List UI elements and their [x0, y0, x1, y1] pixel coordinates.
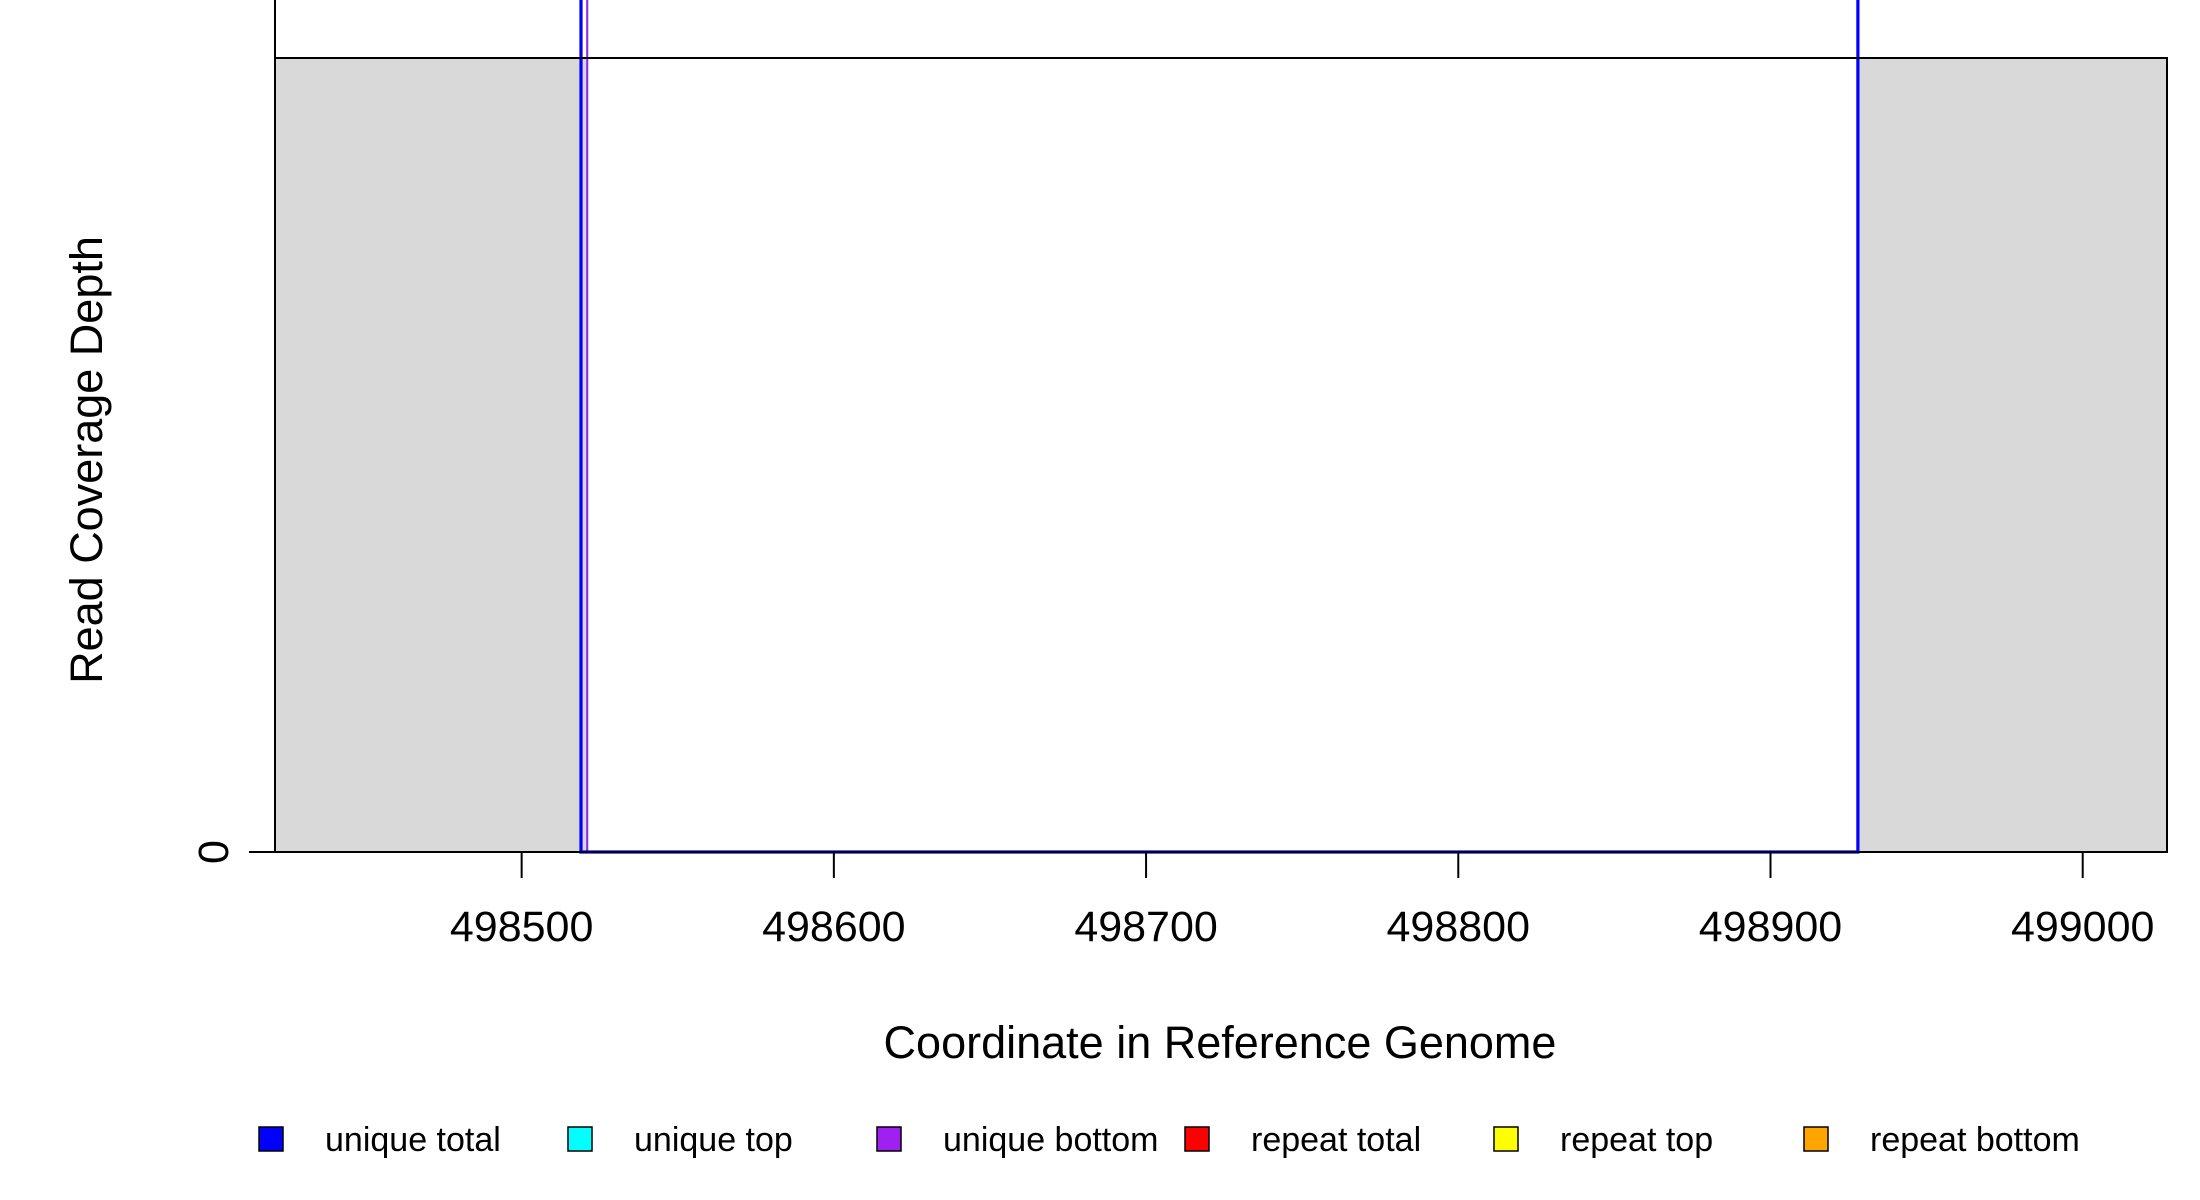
x-axis-title: Coordinate in Reference Genome	[884, 1017, 1557, 1068]
legend-swatch	[258, 1126, 284, 1152]
y-tick-label: 0	[190, 840, 238, 864]
legend-item: repeat total	[1184, 1121, 1421, 1159]
legend-label: repeat bottom	[1870, 1121, 2080, 1159]
legend: unique total unique top unique bottom repea…	[258, 1121, 2080, 1159]
legend-swatch	[1803, 1126, 1829, 1152]
axes: 4985004986004987004988004989004990000102…	[190, 0, 2154, 951]
legend-label: unique top	[634, 1121, 793, 1159]
shaded-region-2	[1857, 58, 2167, 852]
legend-label: repeat top	[1560, 1121, 1713, 1159]
legend-swatch	[1493, 1126, 1519, 1152]
legend-label: unique bottom	[943, 1121, 1159, 1159]
shaded-regions	[275, 58, 2167, 852]
x-tick-label: 499000	[2011, 903, 2155, 951]
legend-swatch	[1184, 1126, 1210, 1152]
y-axis-title: Read Coverage Depth	[61, 236, 112, 684]
x-tick-label: 498600	[762, 903, 906, 951]
legend-item: unique total	[258, 1121, 501, 1159]
legend-swatch	[567, 1126, 593, 1152]
legend-item: unique top	[567, 1121, 793, 1159]
legend-label: repeat total	[1251, 1121, 1421, 1159]
legend-label: unique total	[325, 1121, 501, 1159]
legend-item: unique bottom	[876, 1121, 1159, 1159]
legend-item: repeat bottom	[1803, 1121, 2080, 1159]
x-tick-label: 498800	[1387, 903, 1531, 951]
legend-item: repeat top	[1493, 1121, 1713, 1159]
legend-swatch	[876, 1126, 902, 1152]
x-tick-label: 498700	[1074, 903, 1218, 951]
x-tick-label: 498500	[450, 903, 594, 951]
shaded-region-1	[275, 58, 588, 852]
x-tick-label: 498900	[1699, 903, 1843, 951]
